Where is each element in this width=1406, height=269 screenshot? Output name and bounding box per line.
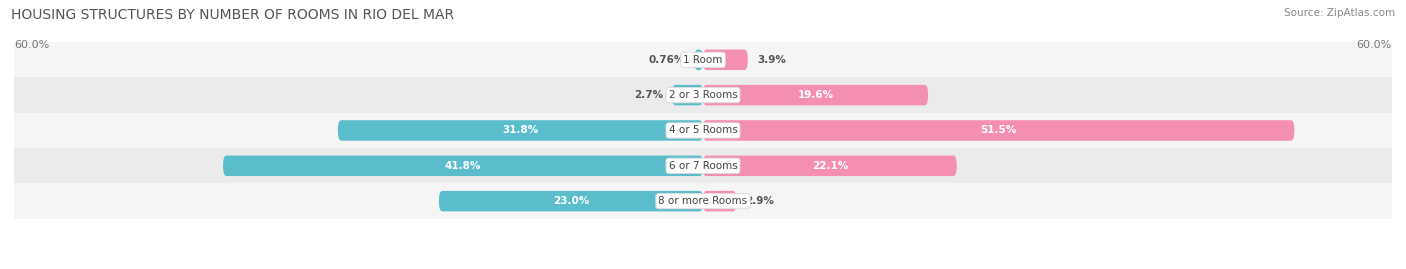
Text: 60.0%: 60.0% <box>1357 40 1392 50</box>
Bar <box>14 113 1392 148</box>
Text: 2.9%: 2.9% <box>745 196 775 206</box>
Text: 22.1%: 22.1% <box>811 161 848 171</box>
Text: 2 or 3 Rooms: 2 or 3 Rooms <box>669 90 737 100</box>
Text: 41.8%: 41.8% <box>444 161 481 171</box>
FancyBboxPatch shape <box>703 191 737 211</box>
Text: 6 or 7 Rooms: 6 or 7 Rooms <box>669 161 737 171</box>
Text: 4 or 5 Rooms: 4 or 5 Rooms <box>669 125 737 136</box>
FancyBboxPatch shape <box>703 49 748 70</box>
Text: 19.6%: 19.6% <box>797 90 834 100</box>
Bar <box>14 183 1392 219</box>
Text: 1 Room: 1 Room <box>683 55 723 65</box>
Text: 23.0%: 23.0% <box>553 196 589 206</box>
FancyBboxPatch shape <box>224 155 703 176</box>
Text: 31.8%: 31.8% <box>502 125 538 136</box>
Bar <box>14 42 1392 77</box>
Text: 3.9%: 3.9% <box>756 55 786 65</box>
FancyBboxPatch shape <box>703 155 956 176</box>
Text: 2.7%: 2.7% <box>634 90 662 100</box>
Text: 8 or more Rooms: 8 or more Rooms <box>658 196 748 206</box>
Text: 0.76%: 0.76% <box>648 55 685 65</box>
Text: Source: ZipAtlas.com: Source: ZipAtlas.com <box>1284 8 1395 18</box>
FancyBboxPatch shape <box>439 191 703 211</box>
Bar <box>14 77 1392 113</box>
Text: 60.0%: 60.0% <box>14 40 49 50</box>
FancyBboxPatch shape <box>337 120 703 141</box>
FancyBboxPatch shape <box>703 120 1295 141</box>
Text: 51.5%: 51.5% <box>980 125 1017 136</box>
FancyBboxPatch shape <box>703 85 928 105</box>
FancyBboxPatch shape <box>695 49 703 70</box>
FancyBboxPatch shape <box>672 85 703 105</box>
Bar <box>14 148 1392 183</box>
Text: HOUSING STRUCTURES BY NUMBER OF ROOMS IN RIO DEL MAR: HOUSING STRUCTURES BY NUMBER OF ROOMS IN… <box>11 8 454 22</box>
